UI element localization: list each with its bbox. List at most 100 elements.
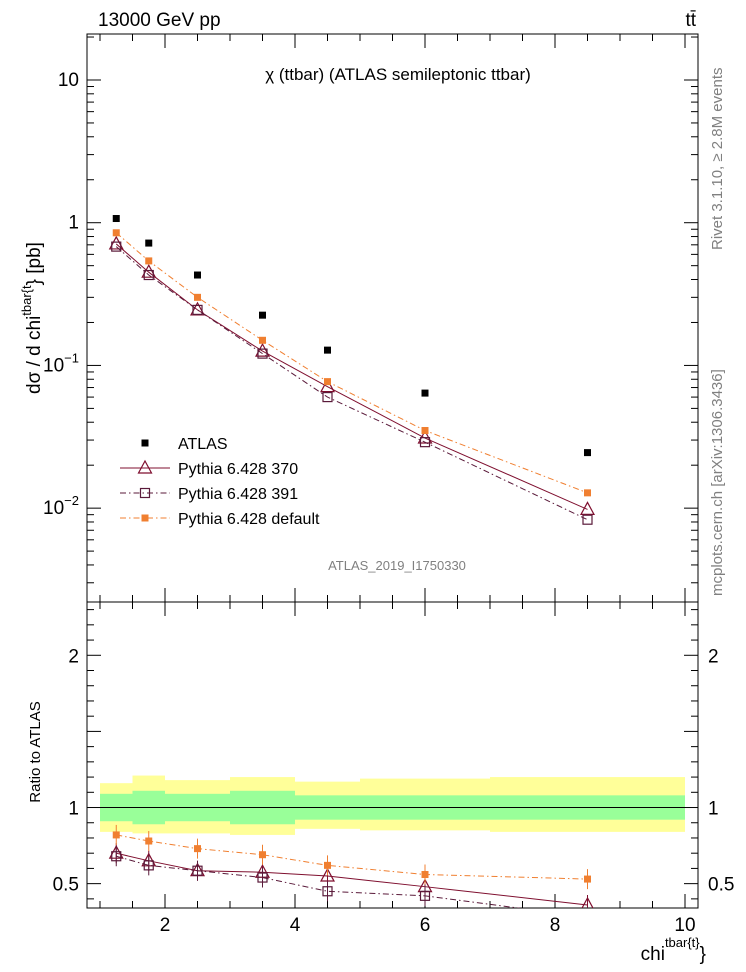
ratio-y-tick-label-right: 0.5: [708, 875, 734, 896]
series-pythia-6-428-default: [112, 229, 591, 497]
ratio-line: [116, 852, 588, 906]
data-point: [322, 391, 333, 403]
data-point: [192, 304, 203, 315]
data-point: [259, 311, 266, 319]
ratio-y-axis-label: Ratio to ATLAS: [27, 701, 44, 802]
chart-title: χ (ttbar) (ATLAS semileptonic ttbar): [265, 65, 531, 84]
energy-label: 13000 GeV pp: [98, 10, 221, 31]
ratio-series-pythia-6-428-370: [108, 843, 594, 908]
legend-item: Pythia 6.428 391: [120, 486, 298, 503]
rivet-version-label: Rivet 3.1.10, ≥ 2.8M events: [709, 68, 726, 251]
data-point: [145, 257, 153, 265]
x-tick-label: 8: [550, 915, 561, 936]
data-point: [108, 235, 124, 250]
ratio-series: [108, 824, 594, 922]
series-line: [115, 232, 588, 494]
series-line: [115, 246, 588, 521]
y-tick-label: 10−2: [43, 493, 79, 519]
data-point: [584, 489, 591, 497]
main-axis-ticks: 10−2 10−1 1 10: [43, 34, 698, 602]
legend-item: Pythia 6.428 370: [120, 459, 298, 478]
main-series: [108, 215, 596, 525]
data-point: [194, 293, 201, 301]
data-point: [579, 501, 596, 516]
ratio-bands: [100, 775, 685, 835]
ratio-point: [112, 831, 120, 839]
data-point: [417, 429, 433, 444]
main-panel: 10−2 10−1 1 10 χ (ttbar) (ATLAS semileptoni…: [19, 33, 699, 603]
data-point: [319, 378, 336, 393]
ratio-point: [319, 867, 336, 882]
svg-text:dσ / d chitbar{t} [pb]: dσ / d chitbar{t} [pb]: [19, 242, 45, 394]
legend-marker: [137, 459, 153, 474]
legend-marker: [139, 487, 151, 499]
x-tick-label: 6: [420, 915, 431, 936]
data-point: [259, 336, 266, 344]
main-y-axis-label: dσ / d chitbar{t} [pb]: [19, 242, 45, 394]
data-point: [112, 229, 120, 237]
data-point: [324, 378, 331, 386]
legend-item: Pythia 6.428 default: [120, 511, 320, 528]
x-tick-label: 4: [290, 915, 301, 936]
data-point: [584, 449, 591, 457]
series-pythia-6-428-391: [111, 241, 593, 525]
ratio-series-pythia-6-428-default: [112, 824, 591, 890]
ratio-point: [192, 865, 203, 876]
ratio-point: [143, 860, 154, 871]
ratio-point: [583, 913, 592, 922]
data-point: [421, 427, 429, 435]
ratio-point: [259, 851, 266, 859]
data-point: [254, 342, 271, 357]
legend-item: ATLAS: [141, 436, 228, 453]
ratio-y-tick-label: 1: [68, 799, 79, 820]
legend-label: Pythia 6.428 default: [178, 511, 320, 528]
ratio-panel-frame: [86, 601, 699, 909]
ratio-point: [584, 875, 591, 883]
x-tick-label: 2: [160, 915, 171, 936]
ratio-point: [322, 886, 333, 897]
ratio-point: [581, 896, 594, 908]
ratio-point: [145, 837, 153, 845]
y-tick-label: 10−1: [43, 350, 79, 376]
process-label: tt̄: [685, 10, 696, 31]
x-tick-label: 10: [674, 915, 695, 936]
ratio-point: [324, 861, 331, 869]
ratio-line: [116, 834, 588, 880]
data-point: [419, 437, 431, 448]
data-point: [143, 269, 154, 281]
svg-text:chitbar{t}}: chitbar{t}}: [641, 935, 706, 965]
ratio-point: [419, 890, 431, 901]
data-point: [145, 239, 153, 247]
data-point: [257, 348, 268, 359]
ratio-y-tick-label: 0.5: [53, 875, 79, 896]
legend-label: Pythia 6.428 370: [178, 461, 298, 478]
ratio-axis-ticks: 0.5 0.5 1 1 2 2 2 4 6 8 10: [53, 602, 734, 936]
data-point: [582, 514, 593, 525]
y-tick-label: 1: [68, 213, 79, 234]
ratio-point: [194, 845, 201, 853]
data-point: [112, 215, 120, 223]
ratio-y-tick-label: 2: [68, 646, 79, 667]
legend-label: Pythia 6.428 391: [178, 486, 298, 503]
legend-label: ATLAS: [178, 436, 228, 453]
ratio-series-pythia-6-428-391: [111, 846, 592, 922]
legend: ATLAS Pythia 6.428 370 Pythia 6.428 391 Pyt…: [120, 436, 320, 528]
analysis-id-label: ATLAS_2019_I1750330: [328, 558, 466, 573]
series-atlas: [112, 215, 591, 457]
ratio-panel: 0.5 0.5 1 1 2 2 2 4 6 8 10 Ratio to ATLAS chitbar{…: [27, 601, 734, 965]
data-point: [421, 389, 429, 397]
data-point: [111, 241, 122, 252]
legend-marker: [141, 514, 149, 522]
ratio-point: [421, 871, 429, 879]
data-point: [194, 271, 201, 279]
x-axis-label: chitbar{t}}: [641, 935, 706, 965]
data-point: [141, 263, 157, 278]
ratio-y-tick-label-right: 2: [708, 646, 719, 667]
ratio-point: [257, 872, 268, 883]
y-tick-label: 10: [58, 70, 79, 91]
data-point: [324, 346, 331, 354]
ratio-y-tick-label-right: 1: [708, 799, 719, 820]
legend-marker: [141, 439, 149, 447]
mcplots-label: mcplots.cern.ch [arXiv:1306.3436]: [709, 369, 726, 596]
